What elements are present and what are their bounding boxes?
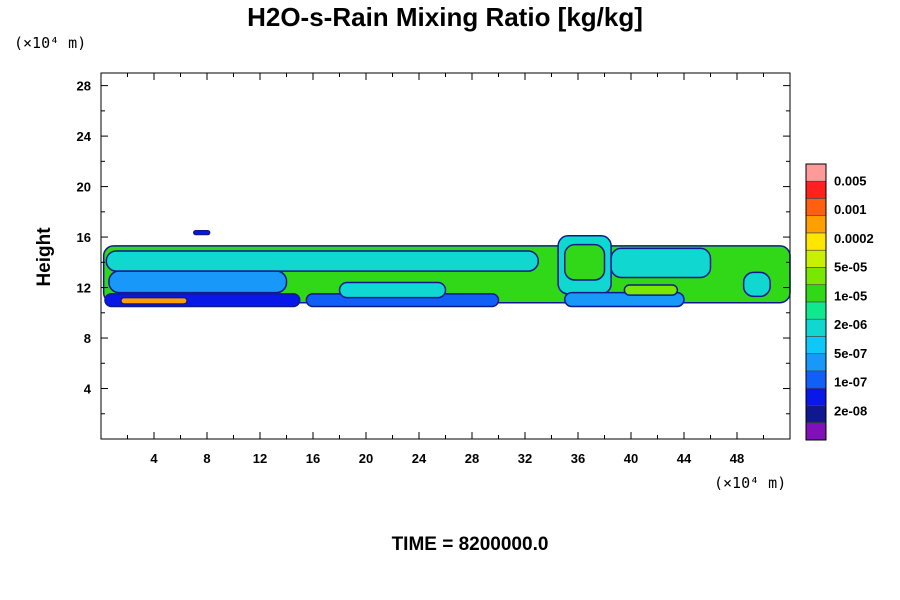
colorbar-label: 2e-08 xyxy=(834,403,867,418)
y-tick-label: 4 xyxy=(84,382,92,397)
x-tick-label: 4 xyxy=(150,451,158,466)
x-tick-label: 20 xyxy=(359,451,373,466)
y-tick-label: 12 xyxy=(77,281,91,296)
colorbar-frame xyxy=(805,163,827,441)
y-axis-label: Height xyxy=(34,227,55,287)
x-tick-label: 16 xyxy=(306,451,320,466)
contour-band xyxy=(338,281,447,299)
colorbar-swatch xyxy=(805,370,827,389)
y-unit-label: (×10⁴ m) xyxy=(14,34,86,52)
x-tick-label: 24 xyxy=(412,451,427,466)
y-tick-label: 20 xyxy=(77,180,91,195)
colorbar: 0.005 0.001 0.0002 5e-05 1e-05 2e-06 5e-07 1e-0… xyxy=(805,163,874,441)
colorbar-label: 5e-05 xyxy=(834,260,867,275)
x-tick-label: 36 xyxy=(571,451,585,466)
colorbar-label: 0.0002 xyxy=(834,231,874,246)
colorbar-swatch xyxy=(805,215,827,234)
contour-band xyxy=(193,230,211,236)
x-tick-label: 40 xyxy=(624,451,638,466)
colorbar-swatch xyxy=(805,301,827,320)
chart-title: H2O-s-Rain Mixing Ratio [kg/kg] xyxy=(247,2,643,32)
x-tick-label: 44 xyxy=(677,451,692,466)
contour-band xyxy=(742,271,771,298)
colorbar-swatch xyxy=(805,180,827,199)
colorbar-label: 5e-07 xyxy=(834,346,867,361)
x-tick-label: 8 xyxy=(203,451,210,466)
colorbar-label: 1e-07 xyxy=(834,375,867,390)
contour-band xyxy=(120,296,188,305)
colorbar-swatch xyxy=(805,267,827,286)
time-label: TIME = 8200000.0 xyxy=(392,534,549,555)
colorbar-swatch xyxy=(805,284,827,303)
colorbar-swatch xyxy=(805,353,827,372)
y-tick-label: 28 xyxy=(77,79,91,94)
colorbar-label: 0.001 xyxy=(834,202,867,217)
colorbar-swatch xyxy=(805,163,827,182)
colorbar-swatch xyxy=(805,336,827,355)
colorbar-label: 2e-06 xyxy=(834,317,867,332)
x-tick-label: 28 xyxy=(465,451,479,466)
colorbar-swatch xyxy=(805,198,827,217)
colorbar-swatch xyxy=(805,232,827,251)
colorbar-swatch xyxy=(805,422,827,441)
colorbar-label: 1e-05 xyxy=(834,288,867,303)
y-tick-label: 8 xyxy=(84,331,91,346)
x-tick-label: 48 xyxy=(730,451,744,466)
x-unit-label: (×10⁴ m) xyxy=(714,474,786,492)
contour-fills xyxy=(102,230,791,308)
y-tick-label: 16 xyxy=(77,230,91,245)
colorbar-swatch xyxy=(805,249,827,268)
plot-frame xyxy=(100,72,791,440)
x-tick-label: 12 xyxy=(253,451,267,466)
contour-band xyxy=(623,284,679,296)
colorbar-swatch xyxy=(805,405,827,424)
colorbar-label: 0.005 xyxy=(834,173,867,188)
colorbar-swatch xyxy=(805,387,827,406)
contour-band xyxy=(105,250,540,272)
colorbar-swatch xyxy=(805,318,827,337)
contour-band xyxy=(108,270,288,294)
x-tick-label: 32 xyxy=(518,451,532,466)
y-tick-label: 24 xyxy=(77,129,92,144)
contour-band xyxy=(564,243,606,281)
contour-band xyxy=(610,247,712,279)
